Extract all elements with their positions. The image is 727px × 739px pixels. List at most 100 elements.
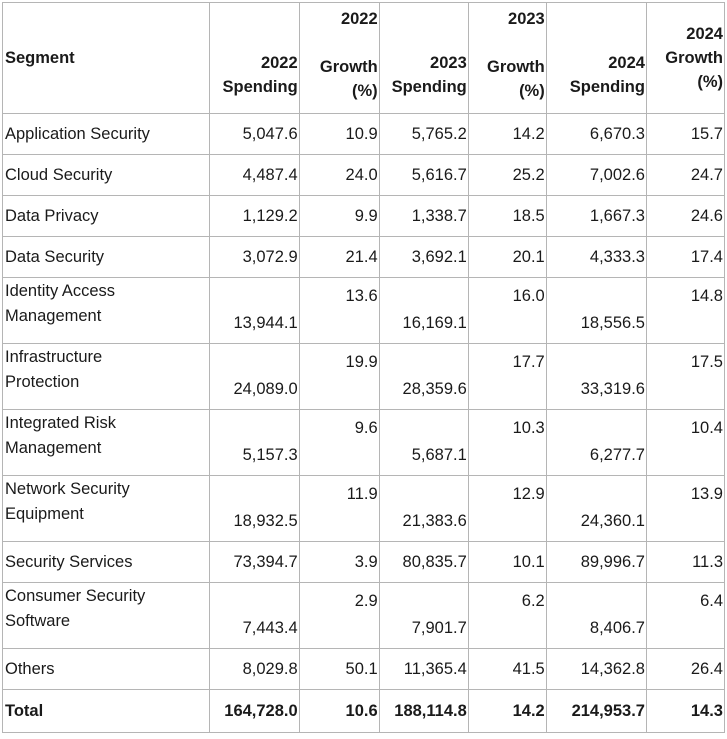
spending-cell-2024: 18,556.5 — [545, 277, 647, 344]
spending-cell-2024: 4,333.3 — [545, 236, 647, 278]
segment-cell: Others — [2, 648, 210, 690]
segment-label: Management — [5, 439, 102, 457]
growth-cell-2023: 17.7 — [467, 343, 547, 410]
segment-label: Equipment — [5, 505, 84, 523]
header-growth-2023: 2023 Growth (%) — [467, 2, 547, 114]
spending-cell-2022: 18,932.5 — [208, 475, 300, 542]
table-body: Application Security 5,047.6 10.9 5,765.2 14… — [2, 113, 726, 733]
spending-cell-2024: 6,670.3 — [545, 113, 647, 155]
spending-cell-2024: 7,002.6 — [545, 154, 647, 196]
growth-cell-2023: 14.2 — [467, 689, 547, 733]
spending-cell-2023: 5,616.7 — [378, 154, 469, 196]
growth-cell-2024: 6.4 — [645, 582, 726, 649]
spending-cell-2022: 13,944.1 — [208, 277, 300, 344]
growth-cell-2022: 10.6 — [298, 689, 380, 733]
growth-cell-2023: 18.5 — [467, 195, 547, 237]
spending-cell-2024: 33,319.6 — [545, 343, 647, 410]
spending-cell-2024: 14,362.8 — [545, 648, 647, 690]
table-row: Security Services 73,394.7 3.9 80,835.7 10.1… — [2, 541, 726, 583]
spending-cell-2023: 28,359.6 — [378, 343, 469, 410]
segment-label: Protection — [5, 373, 80, 391]
segment-cell: Integrated Risk Management — [2, 409, 210, 476]
growth-cell-2024: 15.7 — [645, 113, 726, 155]
segment-cell: Data Security — [2, 236, 210, 278]
table-row: Others 8,029.8 50.1 11,365.4 41.5 14,362.8 26.… — [2, 648, 726, 690]
total-row: Total 164,728.0 10.6 188,114.8 14.2 214,953.7… — [2, 689, 726, 733]
table-row: Network Security Equipment 18,932.5 11.9 21,… — [2, 475, 726, 542]
segment-cell: Consumer Security Software — [2, 582, 210, 649]
spending-cell-2024: 8,406.7 — [545, 582, 647, 649]
growth-cell-2024: 17.5 — [645, 343, 726, 410]
spending-cell-2023: 80,835.7 — [378, 541, 469, 583]
segment-label: Identity Access — [5, 282, 116, 300]
spending-cell-2023: 1,338.7 — [378, 195, 469, 237]
spending-cell-2023: 3,692.1 — [378, 236, 469, 278]
table-row: Consumer Security Software 7,443.4 2.9 7,901… — [2, 582, 726, 649]
header-spending-2023: 2023 Spending — [378, 2, 469, 114]
spending-cell-2023: 11,365.4 — [378, 648, 469, 690]
growth-cell-2023: 41.5 — [467, 648, 547, 690]
growth-cell-2023: 16.0 — [467, 277, 547, 344]
spending-cell-2023: 188,114.8 — [378, 689, 469, 733]
growth-cell-2024: 14.8 — [645, 277, 726, 344]
segment-label: Security Services — [5, 552, 133, 571]
table-row: Application Security 5,047.6 10.9 5,765.2 14… — [2, 113, 726, 155]
spending-cell-2024: 1,667.3 — [545, 195, 647, 237]
header-segment: Segment — [2, 2, 210, 114]
growth-cell-2024: 24.7 — [645, 154, 726, 196]
growth-cell-2022: 9.6 — [298, 409, 380, 476]
segment-cell: Total — [2, 689, 210, 733]
growth-cell-2022: 2.9 — [298, 582, 380, 649]
table-row: Data Security 3,072.9 21.4 3,692.1 20.1 4,333… — [2, 236, 726, 278]
growth-cell-2023: 20.1 — [467, 236, 547, 278]
spending-cell-2024: 214,953.7 — [545, 689, 647, 733]
segment-label: Application Security — [5, 124, 150, 143]
table-row: Cloud Security 4,487.4 24.0 5,616.7 25.2 7,00… — [2, 154, 726, 196]
segment-label: Cloud Security — [5, 165, 113, 184]
spending-cell-2022: 1,129.2 — [208, 195, 300, 237]
header-growth-2022: 2022 Growth (%) — [298, 2, 380, 114]
segment-label: Data Security — [5, 247, 105, 266]
segment-cell: Identity Access Management — [2, 277, 210, 344]
growth-cell-2022: 24.0 — [298, 154, 380, 196]
header-spending-2024: 2024 Spending — [545, 2, 647, 114]
growth-cell-2024: 24.6 — [645, 195, 726, 237]
header-growth-2024: 2024 Growth (%) — [645, 2, 726, 114]
growth-cell-2024: 13.9 — [645, 475, 726, 542]
segment-label: Data Privacy — [5, 206, 99, 225]
header-spending-2022: 2022 Spending — [208, 2, 300, 114]
segment-cell: Infrastructure Protection — [2, 343, 210, 410]
growth-cell-2022: 10.9 — [298, 113, 380, 155]
growth-cell-2023: 25.2 — [467, 154, 547, 196]
segment-label: Management — [5, 307, 102, 325]
spending-cell-2022: 4,487.4 — [208, 154, 300, 196]
spending-cell-2022: 8,029.8 — [208, 648, 300, 690]
growth-cell-2022: 50.1 — [298, 648, 380, 690]
growth-cell-2022: 3.9 — [298, 541, 380, 583]
spending-cell-2024: 89,996.7 — [545, 541, 647, 583]
segment-cell: Application Security — [2, 113, 210, 155]
spending-cell-2022: 24,089.0 — [208, 343, 300, 410]
spending-cell-2022: 5,047.6 — [208, 113, 300, 155]
growth-cell-2024: 17.4 — [645, 236, 726, 278]
growth-cell-2022: 11.9 — [298, 475, 380, 542]
table-row: Integrated Risk Management 5,157.3 9.6 5,687… — [2, 409, 726, 476]
spending-cell-2022: 3,072.9 — [208, 236, 300, 278]
growth-cell-2023: 10.3 — [467, 409, 547, 476]
growth-cell-2023: 6.2 — [467, 582, 547, 649]
segment-cell: Security Services — [2, 541, 210, 583]
spending-cell-2022: 7,443.4 — [208, 582, 300, 649]
header-segment-text: Segment — [5, 49, 75, 67]
spending-cell-2024: 24,360.1 — [545, 475, 647, 542]
growth-cell-2024: 26.4 — [645, 648, 726, 690]
segment-label: Network Security — [5, 480, 130, 498]
table-row: Infrastructure Protection 24,089.0 19.9 28,3… — [2, 343, 726, 410]
growth-cell-2024: 11.3 — [645, 541, 726, 583]
spending-cell-2023: 5,687.1 — [378, 409, 469, 476]
spending-cell-2023: 21,383.6 — [378, 475, 469, 542]
spending-cell-2022: 73,394.7 — [208, 541, 300, 583]
growth-cell-2023: 10.1 — [467, 541, 547, 583]
header-row: Segment 2022 Spending 2022 Growth (%) 20… — [2, 2, 726, 114]
table-row: Identity Access Management 13,944.1 13.6 16,… — [2, 277, 726, 344]
